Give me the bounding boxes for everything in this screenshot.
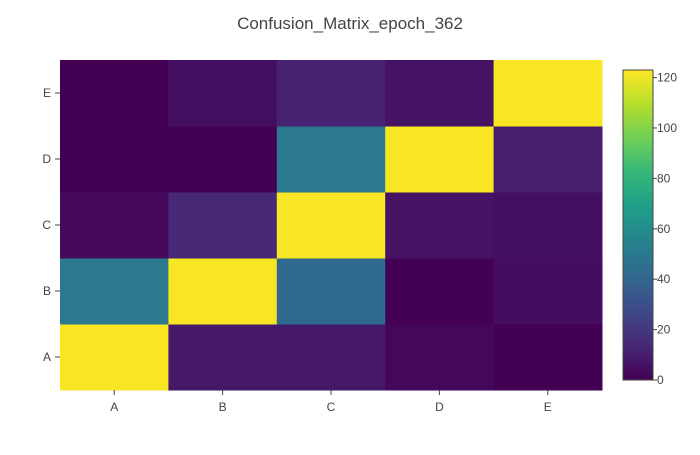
y-tick-label: A bbox=[43, 350, 51, 364]
heatmap-cell-B-A bbox=[60, 258, 169, 325]
colorbar-tick-label: 120 bbox=[657, 71, 677, 85]
heatmap-cell-E-E bbox=[493, 60, 603, 127]
heatmap-cell-D-E bbox=[493, 126, 603, 193]
y-tick-label: D bbox=[42, 152, 51, 166]
y-tick-label: B bbox=[43, 284, 51, 298]
heatmap-cell-B-B bbox=[168, 258, 278, 325]
heatmap-cell-C-B bbox=[168, 192, 278, 259]
heatmap-cell-C-E bbox=[493, 192, 603, 259]
x-tick-label: E bbox=[544, 400, 552, 414]
y-tick-label: C bbox=[42, 218, 51, 232]
heatmap-cell-A-A bbox=[60, 324, 169, 391]
y-axis-ticks: A B C D E bbox=[42, 86, 60, 364]
chart-title: Confusion_Matrix_epoch_362 bbox=[237, 14, 463, 33]
x-tick-label: D bbox=[435, 400, 444, 414]
heatmap-cells bbox=[60, 60, 603, 391]
heatmap-cell-E-A bbox=[60, 60, 169, 127]
heatmap-cell-E-C bbox=[276, 60, 386, 127]
colorbar-tick-label: 80 bbox=[657, 171, 671, 185]
heatmap-cell-E-D bbox=[385, 60, 495, 127]
y-tick-label: E bbox=[43, 86, 51, 100]
heatmap-cell-D-C bbox=[276, 126, 386, 193]
heatmap-cell-A-E bbox=[493, 324, 603, 391]
colorbar-tick-label: 60 bbox=[657, 222, 671, 236]
heatmap-cell-C-D bbox=[385, 192, 495, 259]
heatmap-cell-A-C bbox=[276, 324, 386, 391]
x-tick-label: A bbox=[110, 400, 118, 414]
heatmap-cell-C-C bbox=[276, 192, 386, 259]
heatmap-cell-D-B bbox=[168, 126, 278, 193]
heatmap-cell-B-C bbox=[276, 258, 386, 325]
heatmap-cell-E-B bbox=[168, 60, 278, 127]
x-tick-label: B bbox=[219, 400, 227, 414]
x-axis-ticks: A B C D E bbox=[110, 390, 552, 414]
heatmap-cell-A-D bbox=[385, 324, 495, 391]
colorbar-tick-label: 20 bbox=[657, 323, 671, 337]
heatmap-cell-D-A bbox=[60, 126, 169, 193]
heatmap-cell-B-E bbox=[493, 258, 603, 325]
colorbar-tick-label: 100 bbox=[657, 121, 677, 135]
colorbar-ticks: 0 20 40 60 80 100 120 bbox=[653, 71, 677, 387]
colorbar: 0 20 40 60 80 100 120 bbox=[622, 69, 677, 387]
colorbar-tick-label: 40 bbox=[657, 272, 671, 286]
heatmap-cell-D-D bbox=[385, 126, 495, 193]
heatmap-cell-A-B bbox=[168, 324, 278, 391]
x-tick-label: C bbox=[327, 400, 336, 414]
colorbar-tick-label: 0 bbox=[657, 373, 664, 387]
heatmap-cell-B-D bbox=[385, 258, 495, 325]
heatmap-cell-C-A bbox=[60, 192, 169, 259]
colorbar-gradient bbox=[622, 69, 654, 381]
